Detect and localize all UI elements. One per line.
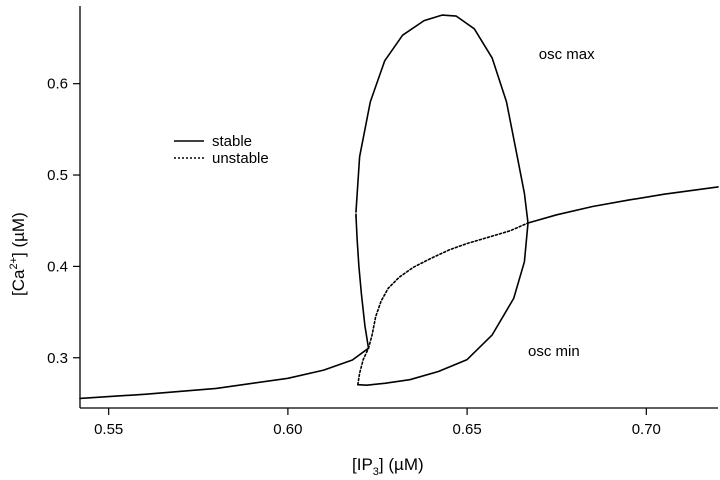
annotation-label: osc max [539, 46, 595, 63]
x-tick-label: 0.65 [452, 421, 481, 438]
stable-branch-line [355, 215, 370, 350]
unstable-branch-line [367, 222, 529, 350]
y-tick-label: 0.3 [47, 350, 68, 367]
plot-lines [79, 14, 719, 400]
stable-branch-line [355, 14, 529, 224]
unstable-branch-line [356, 347, 370, 386]
x-tick-label: 0.70 [632, 421, 661, 438]
y-tick-label: 0.5 [47, 167, 68, 184]
stable-branch-line [527, 186, 719, 224]
x-tick-label: 0.55 [94, 421, 123, 438]
x-tick-label: 0.60 [273, 421, 302, 438]
legend-stable-label: stable [212, 133, 252, 150]
stable-branch-line [356, 222, 529, 387]
y-tick-label: 0.6 [47, 76, 68, 93]
annotation-label: osc min [528, 343, 580, 360]
legend: stable unstable [174, 133, 269, 167]
y-tick-label: 0.4 [47, 258, 68, 275]
x-ticks: 0.55 0.60 0.65 0.70 [94, 408, 661, 438]
annotations: osc max osc min [528, 46, 595, 360]
stable-branch-line [79, 347, 370, 400]
legend-unstable-label: unstable [212, 150, 269, 167]
x-axis-title: [IP3] (µM) [352, 455, 424, 478]
y-ticks: 0.3 0.4 0.5 0.6 [47, 76, 80, 367]
y-axis-title: [Ca2+] (µM) [8, 212, 28, 296]
